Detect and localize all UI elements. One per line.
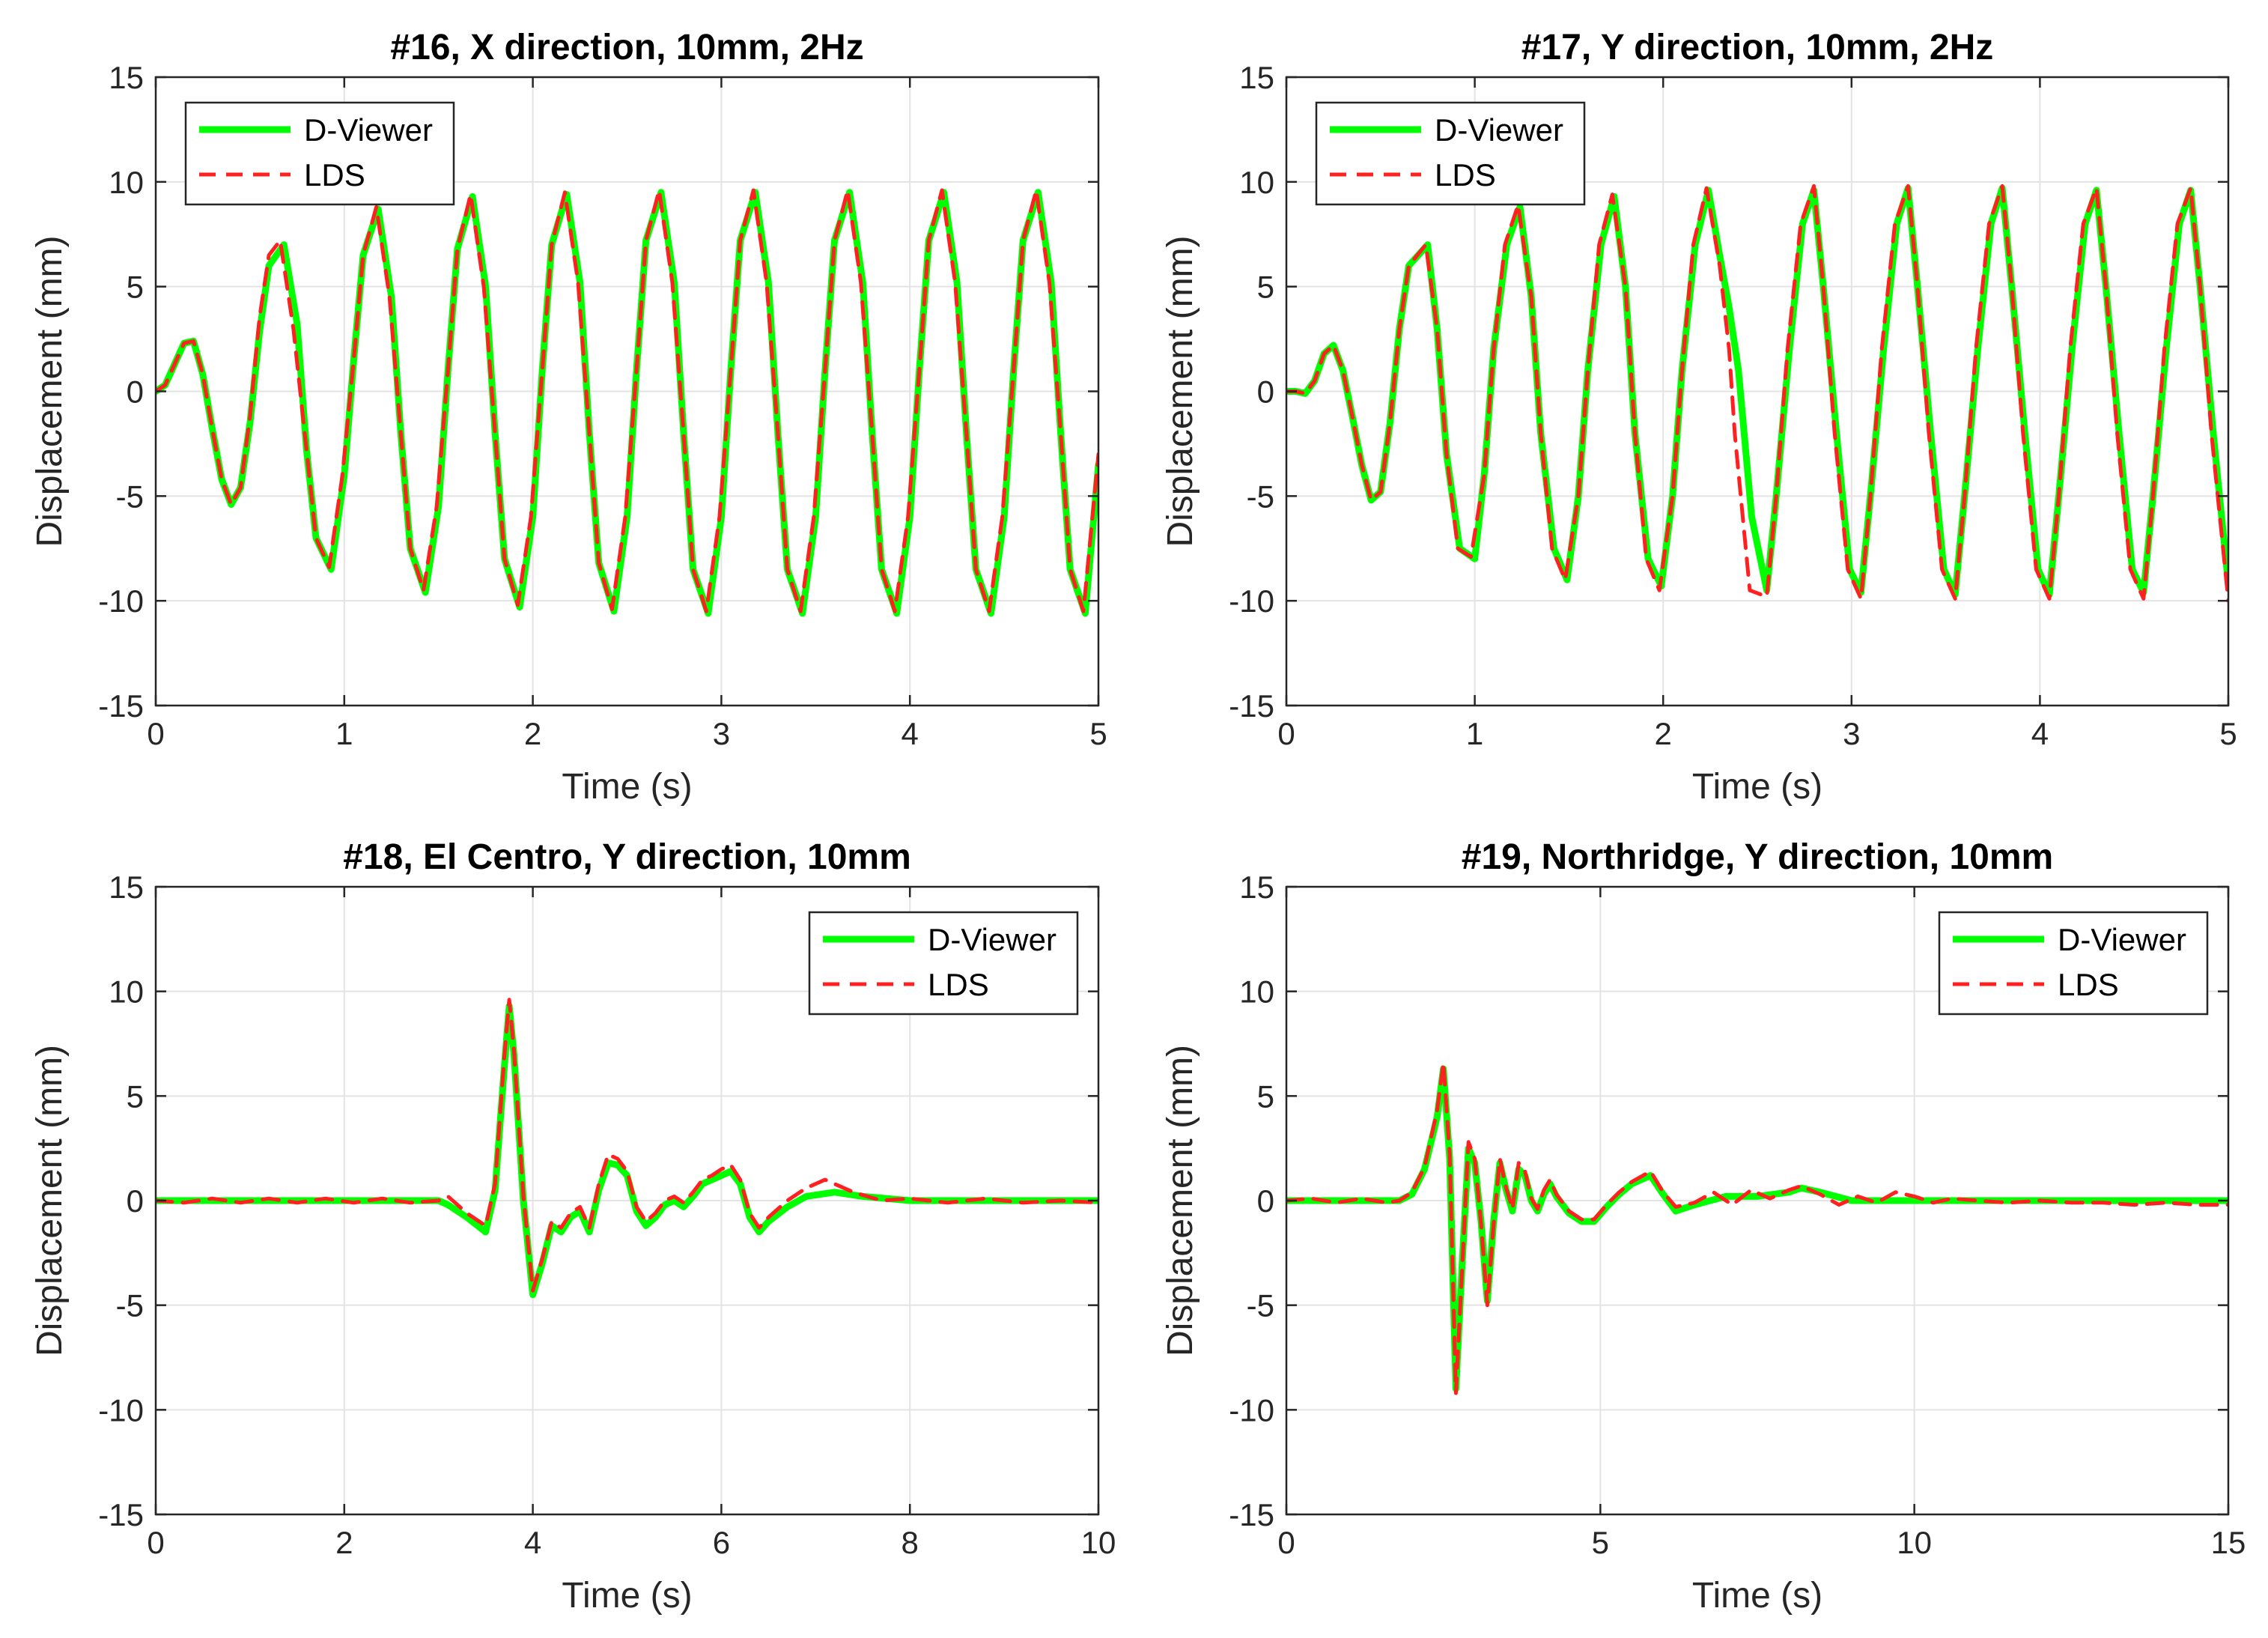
chart1-legend-box <box>184 101 455 206</box>
chart4-title: #19, Northridge, Y direction, 10mm <box>1462 837 2053 877</box>
chart1-xtick-label-1: 1 <box>335 716 353 751</box>
chart3-legend-label-d-viewer: D-Viewer <box>928 922 1057 957</box>
chart4-xtick-label-2: 10 <box>1897 1525 1932 1560</box>
chart2-xtick-label-3: 3 <box>1843 716 1860 751</box>
chart3-legend-label-lds: LDS <box>928 967 989 1002</box>
chart3-ytick-label-4: 5 <box>127 1079 144 1114</box>
chart2-legend-label-d-viewer: D-Viewer <box>1435 112 1563 148</box>
chart2-title: #17, Y direction, 10mm, 2Hz <box>1521 28 1994 67</box>
chart2-xtick-label-1: 1 <box>1466 716 1483 751</box>
chart2-xtick-label-2: 2 <box>1655 716 1672 751</box>
chart3-ytick-label-1: -10 <box>98 1392 144 1428</box>
chart4-ytick-label-6: 15 <box>1239 870 1274 905</box>
chart3-xtick-label-1: 2 <box>335 1525 353 1560</box>
chart4-legend-box <box>1938 911 2209 1016</box>
chart3-xtick-label-2: 4 <box>524 1525 541 1560</box>
chart2-ytick-label-3: 0 <box>1257 374 1274 410</box>
chart4-legend: D-Viewer LDS <box>1938 911 2209 1016</box>
chart3-ytick-label-3: 0 <box>127 1183 144 1219</box>
chart2-ytick-label-6: 15 <box>1239 60 1274 95</box>
chart1-ytick-label-5: 10 <box>109 165 144 200</box>
chart2-xtick-label-5: 5 <box>2219 716 2237 751</box>
chart1-title: #16, X direction, 10mm, 2Hz <box>390 28 863 67</box>
chart3-xtick-label-4: 8 <box>902 1525 919 1560</box>
chart2: 0 1 2 3 4 5 -15 -10 -5 0 5 10 15 #17, Y direction, 10… <box>1161 28 2237 807</box>
chart1-ytick-label-3: 0 <box>127 374 144 410</box>
chart4-legend-label-d-viewer: D-Viewer <box>2058 922 2186 957</box>
chart2-ytick-label-0: -15 <box>1229 688 1274 724</box>
chart3-xtick-label-5: 10 <box>1081 1525 1116 1560</box>
chart4-ytick-label-2: -5 <box>1247 1288 1274 1323</box>
chart1-xtick-label-5: 5 <box>1089 716 1107 751</box>
chart1-ytick-label-0: -15 <box>98 688 144 724</box>
chart3-ylabel: Displacement (mm) <box>30 1045 70 1356</box>
chart2-legend-box <box>1315 101 1586 206</box>
chart1-ytick-label-4: 5 <box>127 270 144 305</box>
chart2-ytick-label-5: 10 <box>1239 165 1274 200</box>
chart3-ytick-label-2: -5 <box>116 1288 144 1323</box>
chart1-legend: D-Viewer LDS <box>184 101 455 206</box>
chart2-series-lds <box>1286 183 2228 603</box>
chart2-ytick-label-4: 5 <box>1257 270 1274 305</box>
chart2-ytick-label-2: -5 <box>1247 479 1274 514</box>
chart1-xlabel: Time (s) <box>562 767 692 807</box>
chart1-legend-label-lds: LDS <box>304 157 365 192</box>
chart4-xtick-label-0: 0 <box>1277 1525 1295 1560</box>
chart4-ytick-label-3: 0 <box>1257 1183 1274 1219</box>
chart2-xtick-label-4: 4 <box>2031 716 2049 751</box>
chart3-legend-box <box>808 911 1079 1016</box>
chart1-xtick-label-0: 0 <box>147 716 164 751</box>
chart4-ytick-label-5: 10 <box>1239 974 1274 1010</box>
chart1-ytick-label-1: -10 <box>98 583 144 619</box>
chart4-ylabel: Displacement (mm) <box>1161 1045 1200 1356</box>
chart1-legend-label-d-viewer: D-Viewer <box>304 112 433 148</box>
chart3-ytick-label-5: 10 <box>109 974 144 1010</box>
chart3-legend: D-Viewer LDS <box>808 911 1079 1016</box>
chart2-ytick-label-1: -10 <box>1229 583 1274 619</box>
chart4-series-lds <box>1286 1061 2228 1395</box>
chart3-ytick-label-6: 15 <box>109 870 144 905</box>
chart4-xtick-label-1: 5 <box>1592 1525 1609 1560</box>
chart4-legend-label-lds: LDS <box>2058 967 2119 1002</box>
chart4-ytick-label-1: -10 <box>1229 1392 1274 1428</box>
chart3-series-lds <box>156 998 1098 1293</box>
chart2-xtick-label-0: 0 <box>1277 716 1295 751</box>
chart2-legend-label-lds: LDS <box>1435 157 1496 192</box>
chart2-legend: D-Viewer LDS <box>1315 101 1586 206</box>
chart3-title: #18, El Centro, Y direction, 10mm <box>343 837 911 877</box>
chart2-xlabel: Time (s) <box>1692 767 1822 807</box>
chart1-ytick-label-6: 15 <box>109 60 144 95</box>
chart2-ylabel: Displacement (mm) <box>1161 235 1200 547</box>
chart4-ytick-label-0: -15 <box>1229 1497 1274 1532</box>
chart1-ylabel: Displacement (mm) <box>30 235 70 547</box>
chart1: 0 1 2 3 4 5 -15 -10 -5 0 5 10 15 #16, X direction, 10… <box>30 28 1107 807</box>
chart4-xtick-label-3: 15 <box>2211 1525 2246 1560</box>
chart1-series-lds <box>156 188 1098 613</box>
chart3-ytick-label-0: -15 <box>98 1497 144 1532</box>
chart1-xtick-label-2: 2 <box>524 716 541 751</box>
chart1-xtick-label-3: 3 <box>713 716 730 751</box>
chart1-ytick-label-2: -5 <box>116 479 144 514</box>
chart1-xtick-label-4: 4 <box>902 716 919 751</box>
chart3-xtick-label-0: 0 <box>147 1525 164 1560</box>
chart3: 0 2 4 6 8 10 -15 -10 -5 0 5 10 15 #18, El Centro, Y d… <box>30 837 1116 1616</box>
chart3-xlabel: Time (s) <box>562 1576 692 1616</box>
chart4-xlabel: Time (s) <box>1692 1576 1822 1616</box>
chart4-ytick-label-4: 5 <box>1257 1079 1274 1114</box>
chart3-xtick-label-3: 6 <box>713 1525 730 1560</box>
chart4: 0 5 10 15 -15 -10 -5 0 5 10 15 #19, Northridge, Y d… <box>1161 837 2246 1616</box>
